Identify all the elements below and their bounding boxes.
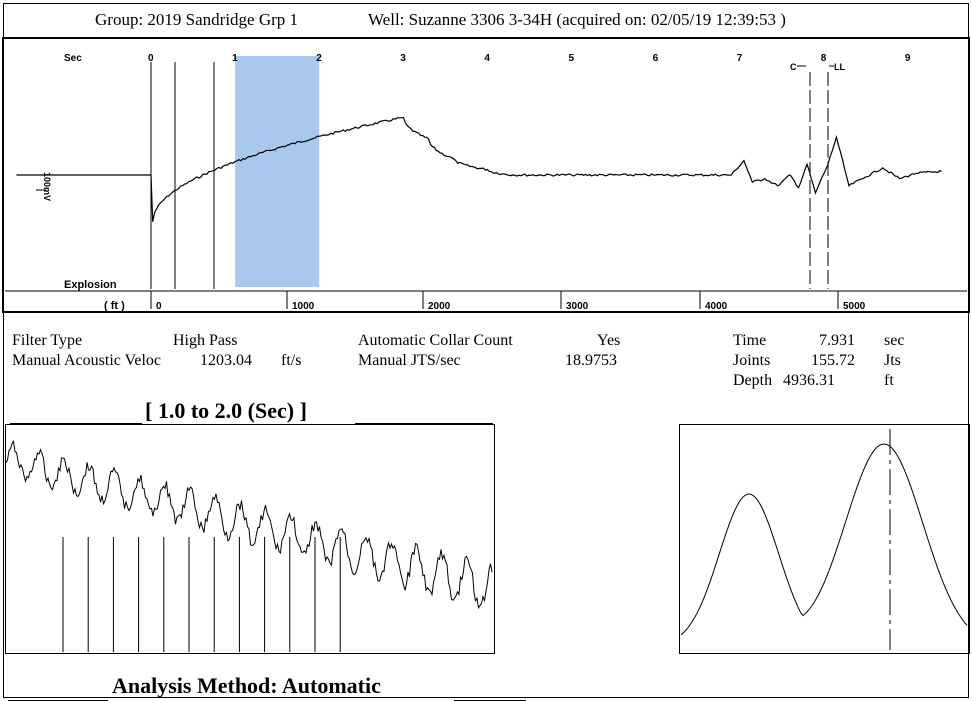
sec-axis-label: Sec (64, 53, 82, 64)
acoustic-trace-line (16, 116, 942, 222)
acoustic-trace-chart: Sec 0 1 2 3 4 5 6 7 8 9 100mV Explosion ( ft ) 0 1… (2, 37, 970, 313)
title-underline-left (10, 423, 142, 424)
sec-tick-label: 6 (653, 53, 659, 64)
spectrum-line (680, 443, 968, 636)
sec-tick-label: 4 (484, 53, 490, 64)
ft-tick-label: 3000 (566, 301, 589, 312)
filter-type-value: High Pass (173, 332, 238, 349)
time-unit: sec (884, 332, 905, 349)
ft-tick-label: 4000 (705, 301, 728, 312)
marker-ll-label: LL (834, 62, 845, 72)
chart-frame (2, 37, 970, 313)
explosion-label: Explosion (64, 279, 117, 291)
ft-axis-label: ( ft ) (104, 300, 125, 312)
group-value: 2019 Sandridge Grp 1 (147, 10, 299, 29)
sec-tick-label: 1 (232, 53, 238, 64)
manual-velocity-value: 1203.04 (200, 352, 252, 369)
time-value: 7.931 (819, 332, 855, 349)
zoom-trace-line (5, 440, 493, 610)
spectrum-frame (679, 424, 970, 654)
time-label: Time (733, 332, 767, 349)
highlight-region (235, 56, 320, 287)
manual-jts-value: 18.9753 (565, 352, 617, 369)
joints-label: Joints (733, 352, 771, 369)
sec-tick-label: 3 (400, 53, 406, 64)
collar-markers (62, 537, 341, 652)
sec-tick-label: 5 (569, 53, 575, 64)
filter-type-label: Filter Type (12, 332, 83, 349)
zoom-trace-chart (5, 424, 495, 654)
group-label: Group: 2019 Sandridge Grp 1 (95, 10, 299, 29)
ft-ticks: 0 1000 2000 3000 4000 5000 (150, 291, 866, 312)
y-axis-label: 100mV (42, 172, 52, 201)
well-info: Well: Suzanne 3306 3-34H (acquired on: 0… (368, 10, 786, 29)
page-frame (3, 3, 969, 698)
sec-tick-label: 2 (316, 53, 322, 64)
depth-label: Depth (733, 372, 773, 389)
manual-jts-label: Manual JTS/sec (358, 352, 461, 369)
manual-velocity-label: Manual Acoustic Veloc (12, 352, 162, 369)
zoom-chart-frame (5, 424, 495, 654)
sec-tick-label: 7 (737, 53, 743, 64)
spectrum-chart (679, 424, 970, 654)
sec-ticks: 0 1 2 3 4 5 6 7 8 9 (148, 53, 911, 64)
analysis-method: Analysis Method: Automatic (112, 673, 381, 698)
ft-tick-label: 2000 (428, 301, 451, 312)
ft-tick-label: 1000 (292, 301, 315, 312)
auto-collar-label: Automatic Collar Count (358, 332, 513, 349)
depth-value: 4936.31 (783, 372, 835, 389)
manual-velocity-unit: ft/s (281, 352, 302, 369)
joints-unit: Jts (884, 352, 901, 369)
zoom-title: [ 1.0 to 2.0 (Sec) ] (145, 398, 307, 423)
ft-tick-label: 0 (156, 301, 162, 312)
sec-tick-label: 0 (148, 53, 154, 64)
depth-unit: ft (884, 372, 894, 389)
sec-tick-label: 9 (905, 53, 911, 64)
sec-tick-label: 8 (821, 53, 827, 64)
marker-c-label: C (790, 62, 797, 72)
ft-tick-label: 5000 (843, 301, 866, 312)
auto-collar-value: Yes (597, 332, 621, 349)
joints-value: 155.72 (811, 352, 855, 369)
title-underline-right (355, 423, 493, 424)
